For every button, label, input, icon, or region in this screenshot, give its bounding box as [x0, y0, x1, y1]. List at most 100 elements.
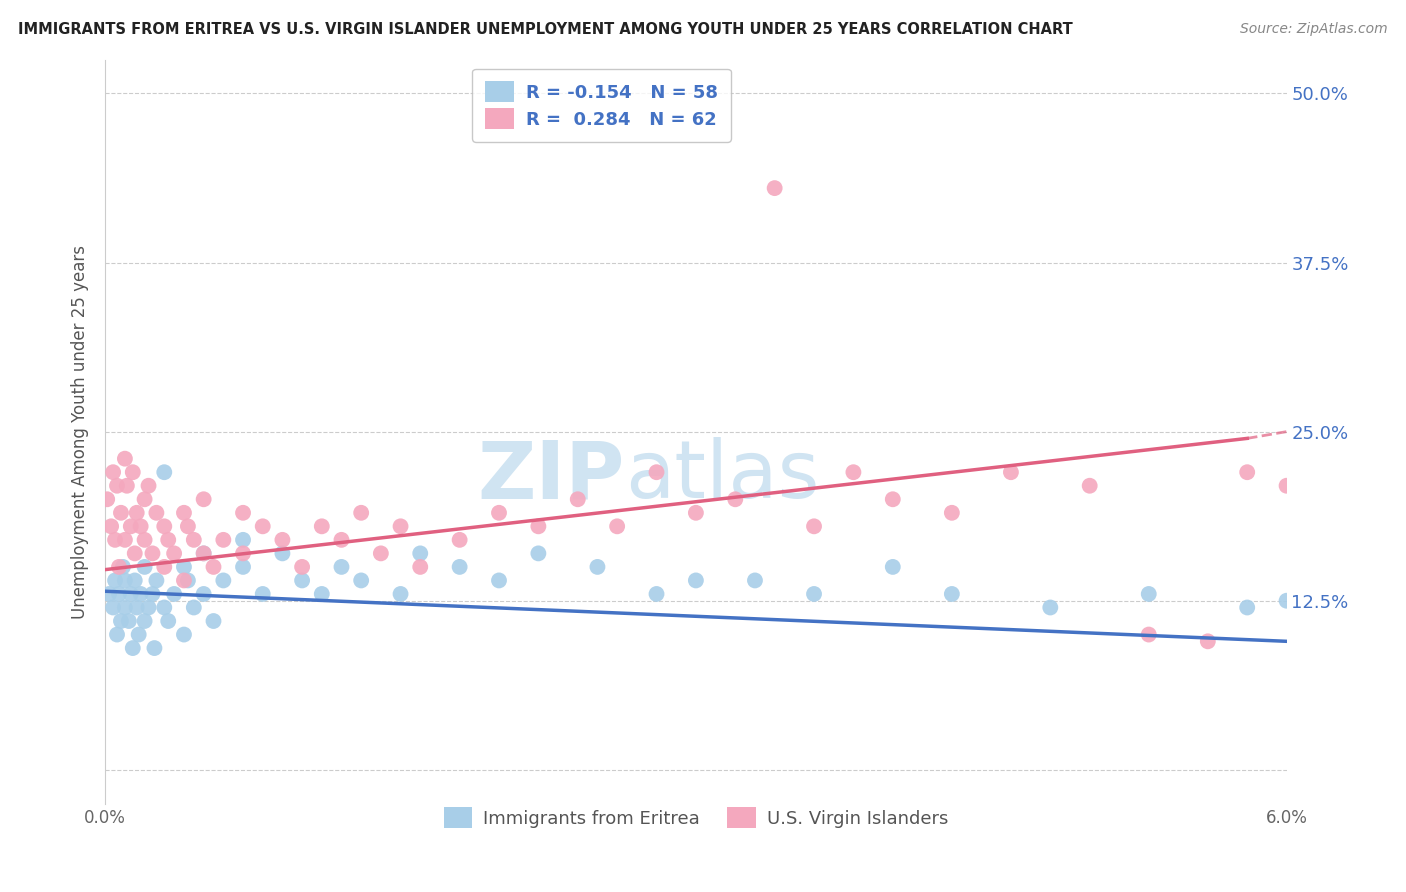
Point — [941, 506, 963, 520]
Text: IMMIGRANTS FROM ERITREA VS U.S. VIRGIN ISLANDER UNEMPLOYMENT AMONG YOUTH UNDER 2: IMMIGRANTS FROM ERITREA VS U.S. VIRGIN I… — [18, 22, 1073, 37]
Point — [370, 546, 392, 560]
Point — [129, 519, 152, 533]
Point — [121, 641, 143, 656]
Point — [141, 587, 163, 601]
Point — [291, 574, 314, 588]
Point — [96, 492, 118, 507]
Point — [115, 479, 138, 493]
Point — [882, 492, 904, 507]
Point — [193, 546, 215, 560]
Y-axis label: Unemployment Among Youth under 25 years: Unemployment Among Youth under 25 years — [72, 244, 89, 619]
Point — [141, 546, 163, 560]
Point — [153, 465, 176, 479]
Point — [212, 574, 235, 588]
Point — [183, 600, 205, 615]
Point — [177, 519, 200, 533]
Point — [271, 546, 294, 560]
Point — [193, 492, 215, 507]
Point — [645, 465, 668, 479]
Point — [101, 600, 124, 615]
Point — [1236, 600, 1258, 615]
Point — [134, 614, 156, 628]
Point — [120, 519, 142, 533]
Point — [232, 560, 254, 574]
Point — [183, 533, 205, 547]
Point — [104, 533, 127, 547]
Point — [163, 546, 186, 560]
Legend: Immigrants from Eritrea, U.S. Virgin Islanders: Immigrants from Eritrea, U.S. Virgin Isl… — [436, 800, 956, 836]
Point — [145, 506, 167, 520]
Point — [124, 546, 146, 560]
Point — [173, 506, 195, 520]
Point — [118, 614, 141, 628]
Point — [108, 560, 131, 574]
Point — [138, 479, 160, 493]
Point — [128, 627, 150, 641]
Point — [311, 519, 333, 533]
Point — [173, 627, 195, 641]
Point — [449, 560, 471, 574]
Point — [645, 587, 668, 601]
Point — [129, 587, 152, 601]
Text: Source: ZipAtlas.com: Source: ZipAtlas.com — [1240, 22, 1388, 37]
Point — [193, 546, 215, 560]
Point — [134, 492, 156, 507]
Point — [100, 519, 122, 533]
Point — [232, 546, 254, 560]
Point — [153, 560, 176, 574]
Point — [125, 600, 148, 615]
Point — [138, 600, 160, 615]
Point — [157, 533, 180, 547]
Point — [803, 587, 825, 601]
Point — [153, 600, 176, 615]
Point — [685, 574, 707, 588]
Point — [1137, 627, 1160, 641]
Point — [1078, 479, 1101, 493]
Point — [232, 533, 254, 547]
Point — [1236, 465, 1258, 479]
Point — [803, 519, 825, 533]
Point — [114, 574, 136, 588]
Point — [586, 560, 609, 574]
Point — [449, 533, 471, 547]
Point — [114, 600, 136, 615]
Point — [157, 614, 180, 628]
Point — [134, 560, 156, 574]
Point — [105, 627, 128, 641]
Point — [389, 519, 412, 533]
Point — [177, 574, 200, 588]
Point — [291, 560, 314, 574]
Point — [173, 560, 195, 574]
Point — [1039, 600, 1062, 615]
Point — [724, 492, 747, 507]
Point — [606, 519, 628, 533]
Point — [1275, 479, 1298, 493]
Point — [350, 574, 373, 588]
Point — [110, 506, 132, 520]
Point — [120, 587, 142, 601]
Point — [1197, 634, 1219, 648]
Point — [212, 533, 235, 547]
Point — [108, 587, 131, 601]
Point — [409, 546, 432, 560]
Point — [488, 574, 510, 588]
Point — [193, 587, 215, 601]
Point — [124, 574, 146, 588]
Point — [153, 519, 176, 533]
Text: ZIP: ZIP — [478, 437, 626, 516]
Point — [114, 451, 136, 466]
Point — [941, 587, 963, 601]
Point — [271, 533, 294, 547]
Point — [389, 587, 412, 601]
Point — [1000, 465, 1022, 479]
Point — [145, 574, 167, 588]
Point — [685, 506, 707, 520]
Point — [1275, 593, 1298, 607]
Point — [409, 560, 432, 574]
Point — [252, 587, 274, 601]
Point — [110, 614, 132, 628]
Point — [1137, 587, 1160, 601]
Point — [842, 465, 865, 479]
Point — [311, 587, 333, 601]
Point — [134, 533, 156, 547]
